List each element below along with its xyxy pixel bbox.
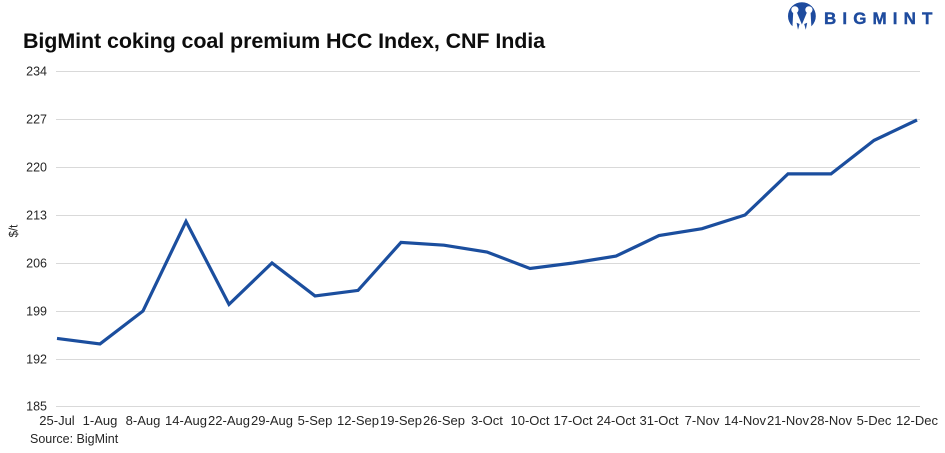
svg-text:10-Oct: 10-Oct (510, 413, 549, 428)
svg-text:3-Oct: 3-Oct (471, 413, 503, 428)
svg-text:5-Dec: 5-Dec (857, 413, 892, 428)
svg-text:29-Aug: 29-Aug (251, 413, 293, 428)
svg-text:185: 185 (26, 400, 47, 414)
svg-text:28-Nov: 28-Nov (810, 413, 852, 428)
svg-text:$/t: $/t (9, 224, 21, 238)
svg-text:1-Aug: 1-Aug (83, 413, 118, 428)
svg-text:14-Nov: 14-Nov (724, 413, 766, 428)
svg-text:8-Aug: 8-Aug (126, 413, 161, 428)
svg-text:206: 206 (26, 257, 47, 271)
svg-text:19-Sep: 19-Sep (380, 413, 422, 428)
svg-text:21-Nov: 21-Nov (767, 413, 809, 428)
svg-text:234: 234 (26, 65, 47, 79)
svg-text:7-Nov: 7-Nov (685, 413, 720, 428)
svg-text:192: 192 (26, 353, 47, 367)
svg-text:24-Oct: 24-Oct (596, 413, 635, 428)
svg-text:199: 199 (26, 305, 47, 319)
svg-text:31-Oct: 31-Oct (639, 413, 678, 428)
svg-text:22-Aug: 22-Aug (208, 413, 250, 428)
svg-text:25-Jul: 25-Jul (39, 413, 75, 428)
svg-text:17-Oct: 17-Oct (553, 413, 592, 428)
svg-text:14-Aug: 14-Aug (165, 413, 207, 428)
svg-text:227: 227 (26, 113, 47, 127)
svg-text:220: 220 (26, 161, 47, 175)
svg-text:12-Dec: 12-Dec (896, 413, 938, 428)
svg-text:213: 213 (26, 209, 47, 223)
svg-text:12-Sep: 12-Sep (337, 413, 379, 428)
svg-text:26-Sep: 26-Sep (423, 413, 465, 428)
svg-text:5-Sep: 5-Sep (298, 413, 333, 428)
